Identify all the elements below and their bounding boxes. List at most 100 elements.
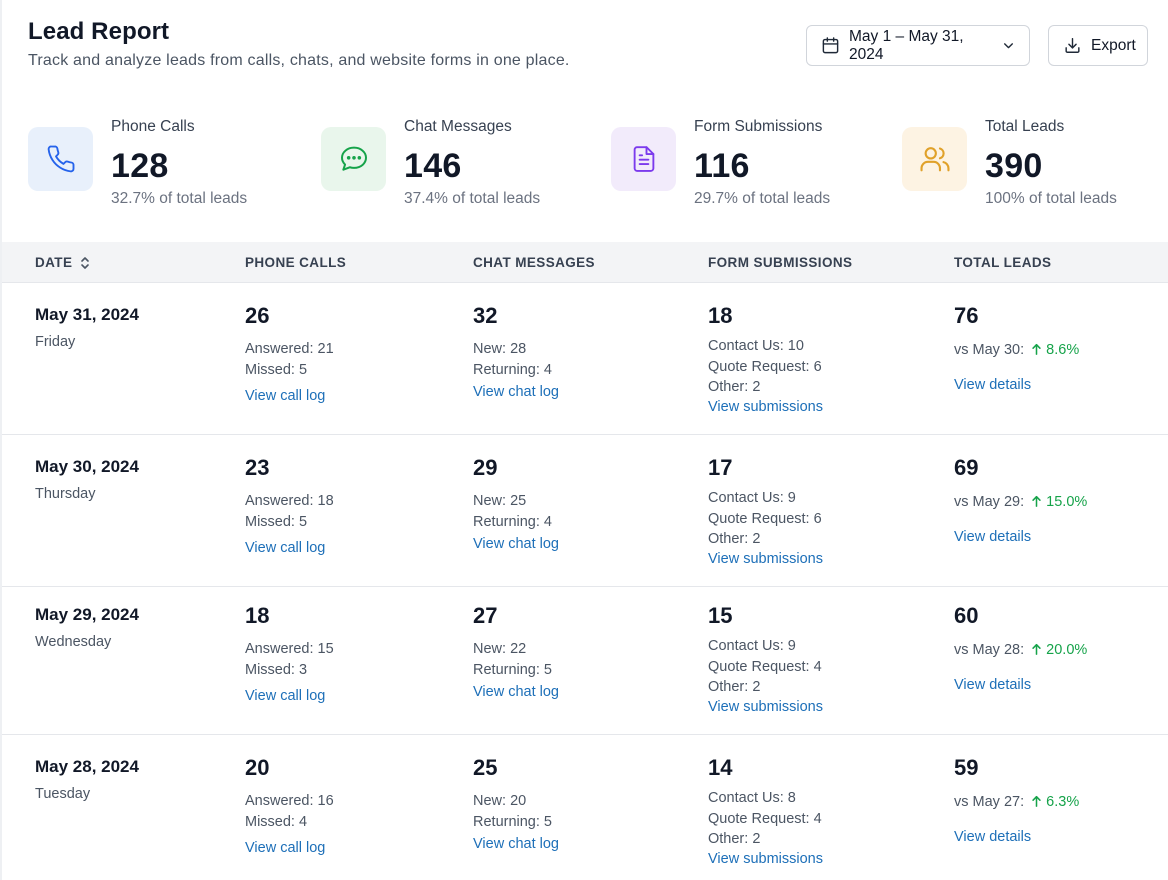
chat-messages-cell: 25 New: 20 Returning: 5 View chat log	[473, 755, 559, 853]
phone-calls-cell: 23 Answered: 18 Missed: 5 View call log	[245, 455, 334, 557]
view-chat-log-link[interactable]: View chat log	[473, 836, 559, 852]
chat-messages-total: 27	[473, 603, 498, 628]
view-details-link[interactable]: View details	[954, 828, 1032, 845]
users-icon	[919, 147, 950, 172]
stat-percentage: 32.7% of total leads	[111, 190, 248, 207]
contact-us-count: Contact Us: 10	[708, 338, 804, 354]
total-leads-cell: 76 vs May 30: 8.6% View details	[954, 303, 1079, 394]
row-weekday: Friday	[35, 334, 76, 350]
chat-messages-cell: 27 New: 22 Returning: 5 View chat log	[473, 603, 559, 701]
total-leads-cell: 60 vs May 28: 20.0% View details	[954, 603, 1087, 694]
total-leads-value: 69	[954, 455, 979, 480]
view-chat-log-link[interactable]: View chat log	[473, 384, 559, 400]
comparison-label: vs May 29:	[954, 494, 1025, 510]
other-form-count: Other: 2	[708, 379, 761, 395]
comparison-line: vs May 28: 20.0%	[954, 640, 1087, 661]
returning-chat-count: Returning: 4	[473, 513, 552, 530]
new-chat-count: New: 25	[473, 493, 527, 509]
comparison-line: vs May 30: 8.6%	[954, 340, 1079, 361]
other-form-count: Other: 2	[708, 679, 761, 695]
answered-count: Answered: 16	[245, 793, 334, 809]
date-range-label: May 1 – May 31, 2024	[849, 27, 964, 63]
view-submissions-link[interactable]: View submissions	[708, 550, 823, 567]
row-date: May 31, 2024	[35, 305, 139, 324]
view-details-link[interactable]: View details	[954, 676, 1032, 693]
column-header-phone-calls: PHONE CALLS	[245, 255, 347, 270]
trend-up: 15.0%	[1028, 494, 1087, 510]
table-row: May 29, 2024 Wednesday 18 Answered: 15 M…	[2, 583, 1168, 735]
stat-label: Total Leads	[985, 118, 1065, 135]
view-submissions-link[interactable]: View submissions	[708, 850, 823, 867]
table-row: May 31, 2024 Friday 26 Answered: 21 Miss…	[2, 283, 1168, 435]
export-button[interactable]: Export	[1048, 25, 1148, 66]
date-range-picker[interactable]: May 1 – May 31, 2024	[806, 25, 1030, 66]
quote-request-count: Quote Request: 6	[708, 510, 822, 527]
view-call-log-link[interactable]: View call log	[245, 840, 326, 856]
page-header: Lead Report Track and analyze leads from…	[28, 18, 570, 70]
phone-calls-cell: 18 Answered: 15 Missed: 3 View call log	[245, 603, 334, 705]
trend-percentage: 15.0%	[1046, 494, 1088, 510]
contact-us-count: Contact Us: 8	[708, 790, 796, 806]
returning-chat-count: Returning: 5	[473, 813, 552, 830]
view-call-log-link[interactable]: View call log	[245, 540, 326, 556]
date-cell: May 29, 2024 Wednesday	[35, 605, 139, 650]
arrow-up-icon	[1032, 643, 1041, 655]
chevron-down-icon	[1004, 43, 1013, 49]
stat-label: Chat Messages	[404, 118, 512, 135]
answered-count: Answered: 15	[245, 641, 334, 657]
chat-messages-cell: 32 New: 28 Returning: 4 View chat log	[473, 303, 559, 401]
quote-request-count: Quote Request: 4	[708, 810, 822, 827]
stat-value: 128	[111, 147, 169, 185]
document-icon	[633, 146, 654, 172]
sort-icon	[81, 256, 90, 269]
row-weekday: Thursday	[35, 486, 96, 502]
total-leads-value: 76	[954, 303, 979, 328]
stat-value: 146	[404, 147, 462, 185]
column-header-form-submissions: FORM SUBMISSIONS	[708, 255, 853, 270]
other-form-count: Other: 2	[708, 531, 761, 547]
phone-calls-total: 23	[245, 455, 270, 480]
row-weekday: Wednesday	[35, 634, 112, 650]
view-details-link[interactable]: View details	[954, 376, 1032, 393]
chat-icon	[340, 146, 367, 171]
new-chat-count: New: 22	[473, 641, 527, 657]
column-header-total-leads: TOTAL LEADS	[954, 255, 1052, 270]
view-details-link[interactable]: View details	[954, 528, 1032, 545]
answered-count: Answered: 18	[245, 493, 334, 509]
view-submissions-link[interactable]: View submissions	[708, 698, 823, 715]
date-cell: May 30, 2024 Thursday	[35, 457, 139, 502]
stat-icon-box	[902, 127, 967, 191]
answered-count: Answered: 21	[245, 341, 334, 357]
stat-icon-box	[321, 127, 386, 191]
arrow-up-icon	[1032, 343, 1041, 355]
row-date: May 28, 2024	[35, 757, 139, 776]
view-chat-log-link[interactable]: View chat log	[473, 684, 559, 700]
stat-value: 390	[985, 147, 1043, 185]
contact-us-count: Contact Us: 9	[708, 490, 796, 506]
view-submissions-link[interactable]: View submissions	[708, 398, 823, 415]
page-left-border	[0, 0, 2, 880]
row-date: May 29, 2024	[35, 605, 139, 624]
page-subtitle: Track and analyze leads from calls, chat…	[28, 52, 570, 69]
quote-request-count: Quote Request: 4	[708, 658, 822, 675]
trend-up: 8.6%	[1028, 342, 1079, 358]
phone-calls-total: 20	[245, 755, 270, 780]
phone-icon	[47, 145, 74, 173]
comparison-line: vs May 29: 15.0%	[954, 492, 1087, 513]
stat-percentage: 100% of total leads	[985, 190, 1117, 207]
stat-label: Form Submissions	[694, 118, 823, 135]
missed-count: Missed: 4	[245, 813, 308, 830]
column-header-chat-messages: CHAT MESSAGES	[473, 255, 595, 270]
form-submissions-cell: 14 Contact Us: 8 Quote Request: 4 Other:…	[708, 755, 823, 868]
stat-icon-box	[611, 127, 676, 191]
stat-value: 116	[694, 147, 750, 185]
phone-calls-cell: 20 Answered: 16 Missed: 4 View call log	[245, 755, 334, 857]
view-call-log-link[interactable]: View call log	[245, 388, 326, 404]
view-chat-log-link[interactable]: View chat log	[473, 536, 559, 552]
column-header-date[interactable]: DATE	[35, 255, 90, 270]
form-submissions-cell: 18 Contact Us: 10 Quote Request: 6 Other…	[708, 303, 823, 416]
view-call-log-link[interactable]: View call log	[245, 688, 326, 704]
phone-calls-total: 26	[245, 303, 270, 328]
missed-count: Missed: 3	[245, 661, 308, 678]
form-submissions-total: 18	[708, 303, 733, 328]
